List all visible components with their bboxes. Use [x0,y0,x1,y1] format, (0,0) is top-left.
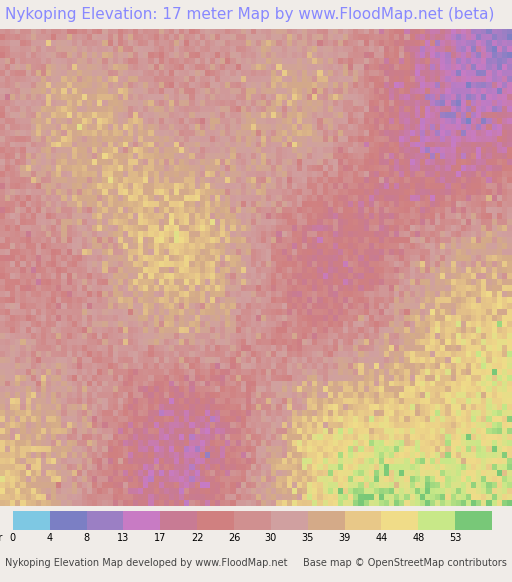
FancyBboxPatch shape [160,511,197,530]
Text: 8: 8 [83,533,90,544]
Text: 26: 26 [228,533,240,544]
Text: 35: 35 [302,533,314,544]
FancyBboxPatch shape [418,511,455,530]
FancyBboxPatch shape [308,511,345,530]
Text: 53: 53 [449,533,461,544]
Text: meter: meter [0,533,3,544]
FancyBboxPatch shape [271,511,308,530]
Text: Base map © OpenStreetMap contributors: Base map © OpenStreetMap contributors [303,558,507,568]
Text: 22: 22 [191,533,203,544]
FancyBboxPatch shape [381,511,418,530]
Text: Nykoping Elevation Map developed by www.FloodMap.net: Nykoping Elevation Map developed by www.… [5,558,288,568]
FancyBboxPatch shape [197,511,234,530]
Text: 4: 4 [47,533,53,544]
FancyBboxPatch shape [123,511,160,530]
FancyBboxPatch shape [50,511,87,530]
Text: 13: 13 [117,533,130,544]
Text: 44: 44 [375,533,388,544]
Text: Nykoping Elevation: 17 meter Map by www.FloodMap.net (beta): Nykoping Elevation: 17 meter Map by www.… [5,7,495,22]
FancyBboxPatch shape [13,511,50,530]
FancyBboxPatch shape [455,511,492,530]
FancyBboxPatch shape [345,511,381,530]
FancyBboxPatch shape [87,511,123,530]
Text: 39: 39 [338,533,351,544]
Text: 0: 0 [10,533,16,544]
Text: 17: 17 [154,533,166,544]
Text: 48: 48 [412,533,424,544]
FancyBboxPatch shape [234,511,271,530]
Text: 30: 30 [265,533,277,544]
